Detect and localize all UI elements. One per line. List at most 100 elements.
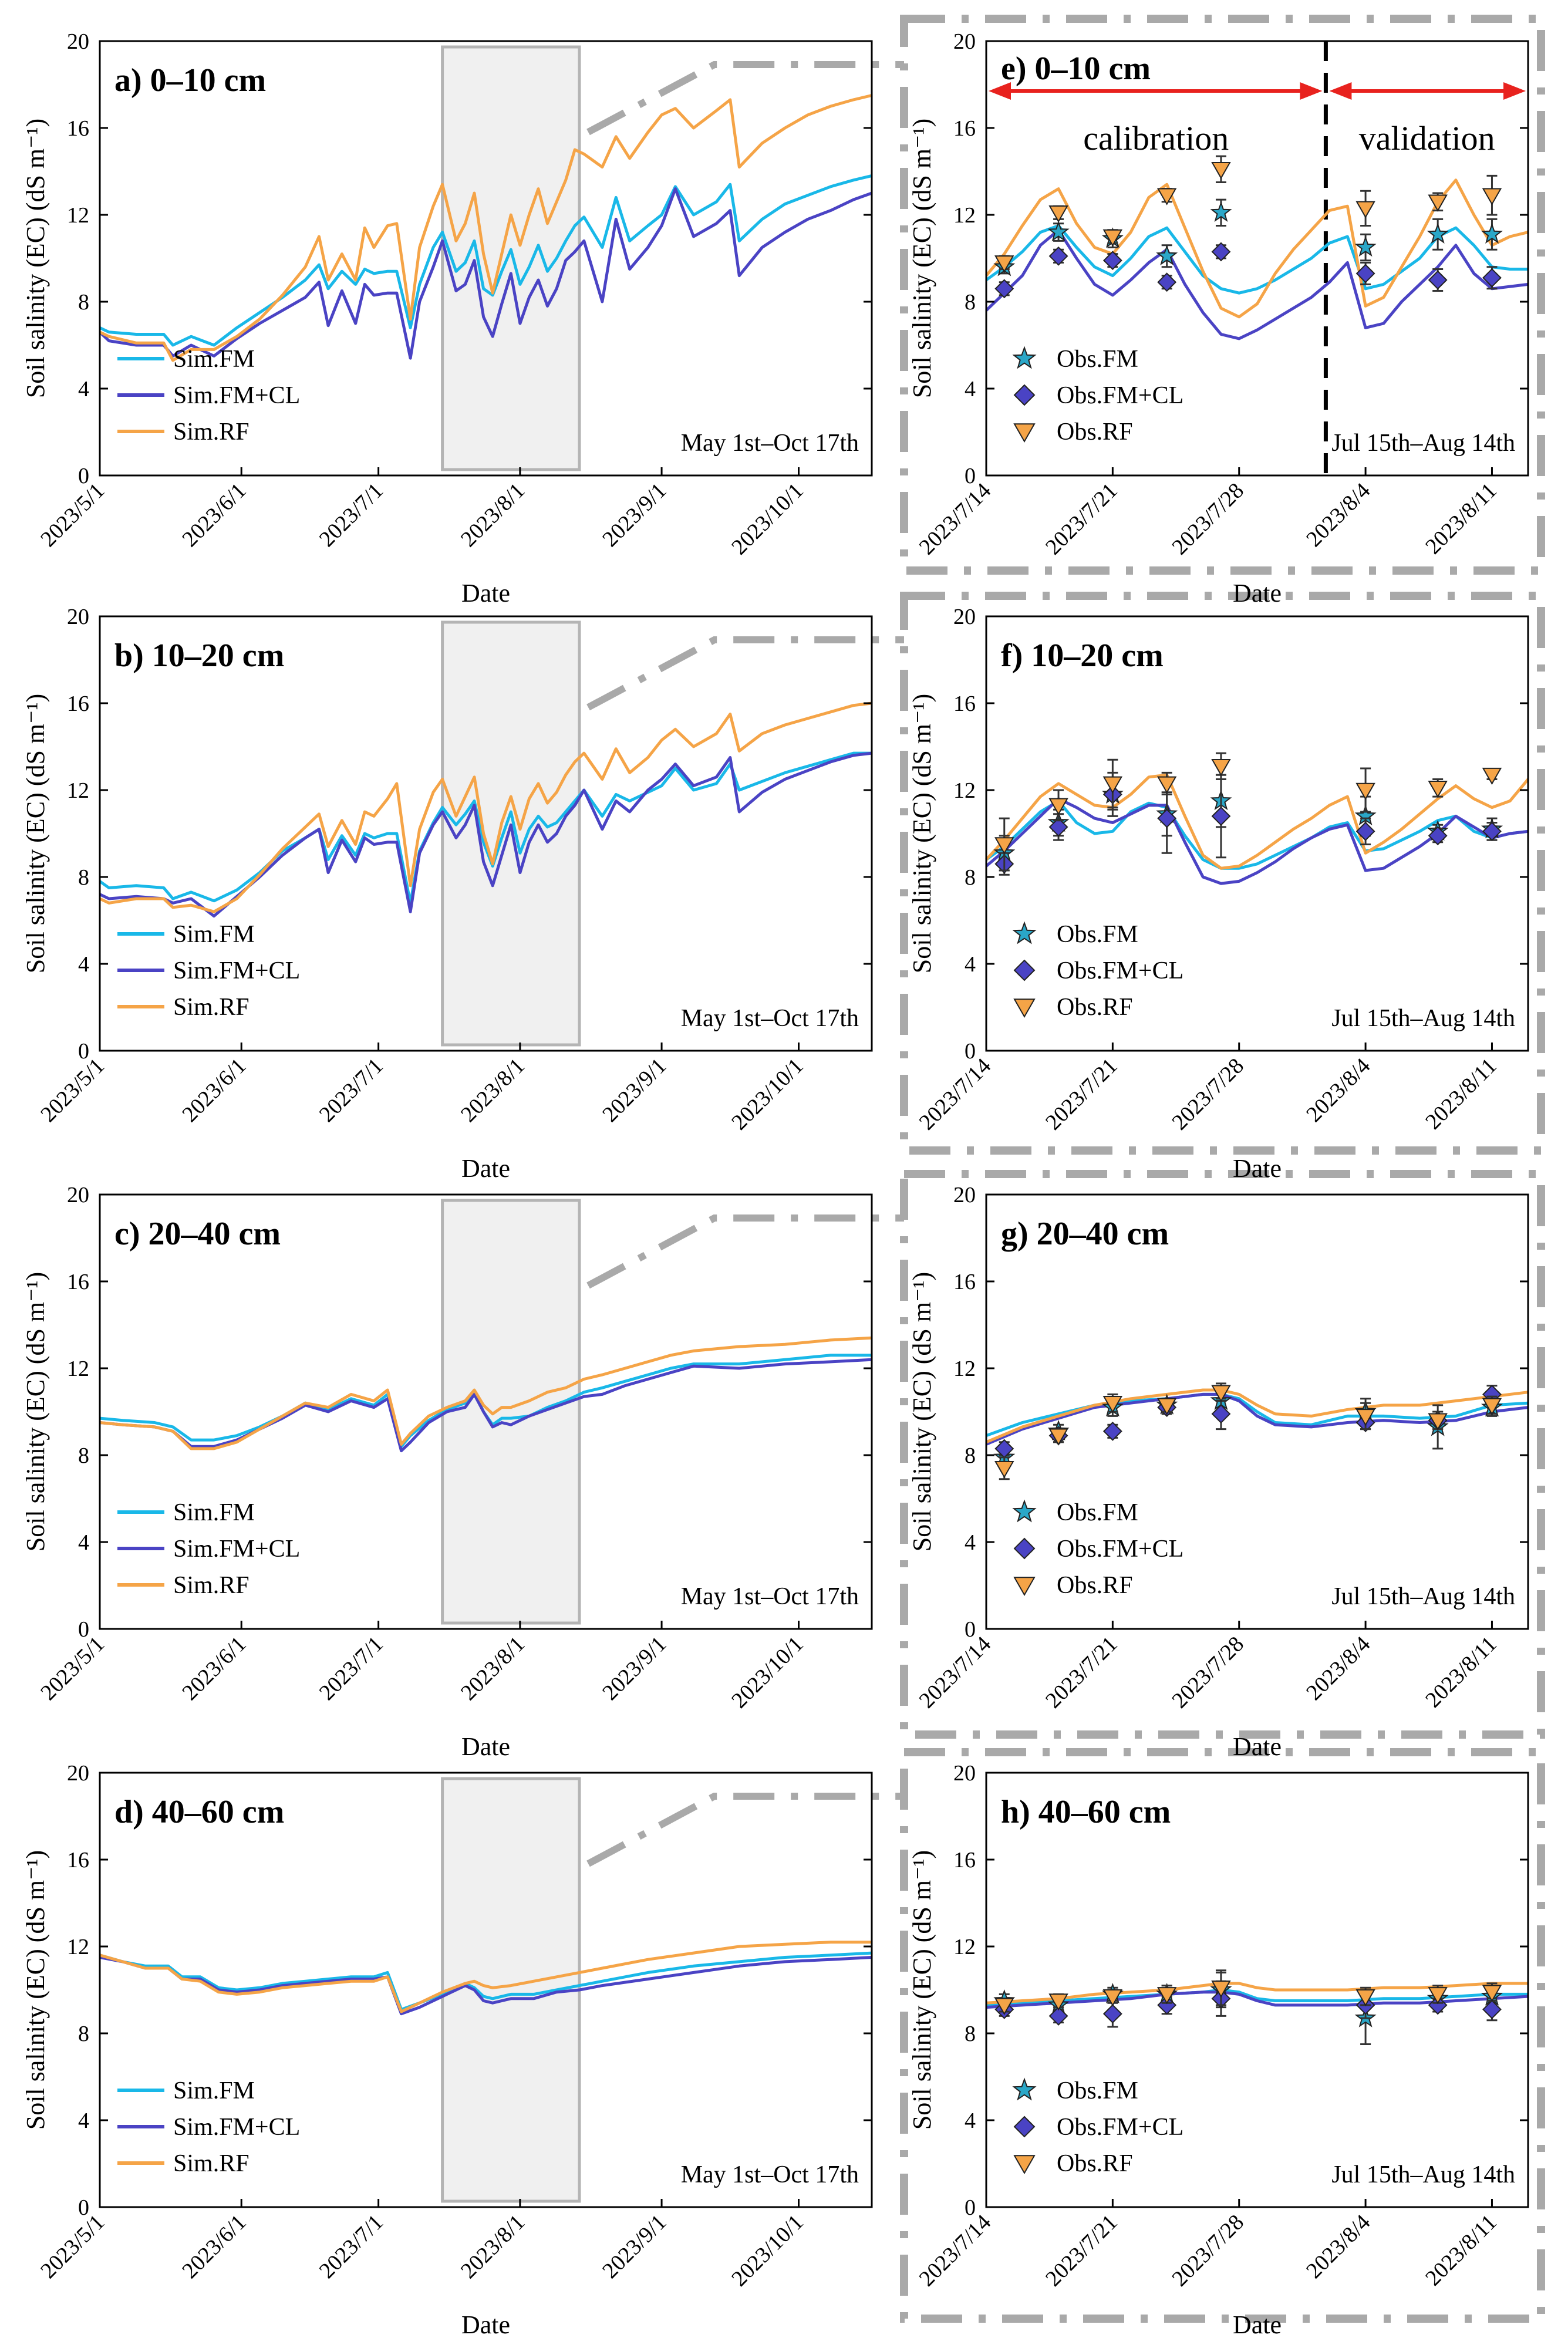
y-tick-label: 12 — [953, 1935, 976, 1959]
x-tick-label: 2023/5/1 — [36, 2210, 109, 2283]
obs-point-triangle — [1428, 194, 1448, 212]
obs-point-triangle — [1211, 162, 1231, 180]
x-axis-label: Date — [1233, 579, 1282, 608]
panel-b: 0 4 8 12 16 20 2023/5/1 2023/6/1 2023/7/1 2023/8/… — [21, 605, 904, 1183]
series-line-sim-rf — [986, 1982, 1528, 2005]
y-tick-label: 16 — [953, 691, 976, 716]
x-tick-label: 2023/8/1 — [456, 2210, 530, 2283]
series-line-sim-fm-cl — [986, 1392, 1529, 1446]
legend-label: Obs.RF — [1057, 2150, 1133, 2177]
x-tick-label: 2023/8/1 — [456, 1632, 530, 1705]
x-tick-label: 2023/6/1 — [177, 1054, 251, 1127]
obs-point-star — [1156, 244, 1178, 265]
obs-point-diamond — [1048, 817, 1068, 837]
date-range-label: Jul 15th–Aug 14th — [1331, 1583, 1515, 1610]
panel-title: a) 0–10 cm — [114, 62, 266, 99]
x-tick-label: 2023/8/4 — [1301, 1632, 1375, 1705]
legend-label: Obs.FM+CL — [1057, 2114, 1183, 2141]
y-tick-label: 4 — [965, 2108, 976, 2133]
obs-point-triangle — [994, 255, 1014, 273]
x-axis-label: Date — [461, 1154, 510, 1183]
x-tick-label: 2023/7/1 — [315, 478, 388, 552]
y-tick-label: 16 — [953, 116, 976, 141]
y-tick-label: 16 — [67, 116, 89, 141]
observed-obs-rf — [994, 155, 1502, 273]
zoom-frame-2 — [900, 592, 1545, 1155]
y-tick-label: 4 — [78, 377, 89, 402]
legend-label: Sim.RF — [173, 994, 249, 1021]
date-range-label: May 1st–Oct 17th — [681, 2161, 859, 2188]
y-axis-label: Soil salinity (EC) (dS m⁻¹) — [908, 119, 936, 398]
y-tick-label: 4 — [965, 377, 976, 402]
obs-point-triangle — [1482, 1985, 1502, 2002]
legend-label: Obs.FM+CL — [1057, 382, 1183, 409]
legend-marker-triangle — [1013, 423, 1036, 443]
x-tick-label: 2023/6/1 — [177, 1632, 251, 1705]
series-line-sim-fm-cl — [99, 1358, 872, 1453]
x-axis-label: Date — [1233, 2310, 1282, 2338]
y-tick-label: 4 — [965, 952, 976, 977]
series-line-sim-fm-cl — [985, 228, 1529, 340]
y-tick-label: 0 — [965, 1617, 976, 1642]
legend-label: Sim.FM+CL — [173, 2114, 300, 2141]
observed-obs-rf — [994, 1969, 1502, 2015]
obs-point-triangle — [1355, 201, 1375, 218]
y-tick-label: 4 — [78, 1530, 89, 1555]
x-tick-label: 2023/7/21 — [1041, 1054, 1122, 1135]
zoom-connector — [586, 61, 904, 136]
y-tick-label: 16 — [67, 1270, 89, 1294]
x-tick-label: 2023/7/28 — [1167, 2210, 1249, 2292]
legend-label: Sim.FM+CL — [173, 957, 300, 984]
obs-point-diamond — [1102, 2004, 1122, 2024]
legend-label: Sim.FM — [173, 2077, 255, 2104]
series-line-sim-fm-cl — [99, 1956, 872, 2016]
y-axis-label: Soil salinity (EC) (dS m⁻¹) — [21, 119, 50, 398]
obs-point-triangle — [1211, 759, 1231, 777]
obs-point-triangle — [994, 837, 1014, 855]
y-tick-label: 0 — [78, 1039, 89, 1064]
x-tick-label: 2023/7/28 — [1167, 1632, 1249, 1713]
observed-obs-rf — [994, 1382, 1502, 1480]
obs-point-triangle — [1048, 1993, 1068, 2011]
x-tick-label: 2023/7/21 — [1041, 478, 1122, 560]
date-range-label: Jul 15th–Aug 14th — [1331, 1005, 1515, 1032]
zoom-window — [441, 620, 581, 1047]
x-tick-label: 2023/7/1 — [315, 1632, 388, 1705]
zoom-window — [441, 45, 581, 471]
obs-point-triangle — [1102, 229, 1123, 247]
y-tick-label: 20 — [953, 1761, 976, 1786]
y-tick-label: 12 — [67, 1935, 89, 1959]
obs-point-diamond — [1211, 1404, 1231, 1424]
panel-title: d) 40–60 cm — [114, 1794, 284, 1830]
y-tick-label: 12 — [953, 203, 976, 228]
x-tick-label: 2023/5/1 — [36, 1054, 109, 1127]
obs-point-diamond — [1102, 251, 1122, 271]
plot-frame — [985, 40, 1529, 477]
legend-label: Obs.FM — [1057, 921, 1138, 948]
obs-point-triangle — [1048, 205, 1068, 223]
x-tick-label: 2023/10/1 — [727, 1054, 808, 1135]
panel-g: 0 4 8 12 16 20 2023/7/14 2023/7/21 2023/7/28 2023… — [908, 1183, 1529, 1761]
y-tick-label: 0 — [965, 464, 976, 488]
y-tick-label: 0 — [78, 2195, 89, 2220]
obs-point-triangle — [1211, 1981, 1231, 1998]
x-axis-label: Date — [461, 579, 510, 608]
x-tick-label: 2023/5/1 — [36, 478, 109, 552]
legend-marker-star — [1012, 921, 1037, 944]
y-axis-label: Soil salinity (EC) (dS m⁻¹) — [21, 1272, 50, 1551]
validation-arrow-head-right — [1503, 82, 1526, 100]
obs-point-diamond — [1355, 264, 1375, 284]
legend-marker-triangle — [1013, 1577, 1036, 1597]
x-axis-label: Date — [461, 2310, 510, 2338]
y-tick-label: 8 — [78, 865, 89, 890]
obs-point-diamond — [1048, 2006, 1068, 2026]
x-tick-label: 2023/7/14 — [915, 478, 996, 560]
y-tick-label: 16 — [67, 691, 89, 716]
y-axis-label: Soil salinity (EC) (dS m⁻¹) — [21, 694, 50, 973]
obs-point-diamond — [1211, 806, 1231, 826]
x-tick-label: 2023/10/1 — [727, 1632, 808, 1713]
y-tick-label: 12 — [953, 778, 976, 803]
series-line-sim-fm-cl — [99, 187, 872, 360]
legend-marker-star — [1012, 346, 1037, 369]
date-range-label: May 1st–Oct 17th — [681, 1005, 859, 1032]
